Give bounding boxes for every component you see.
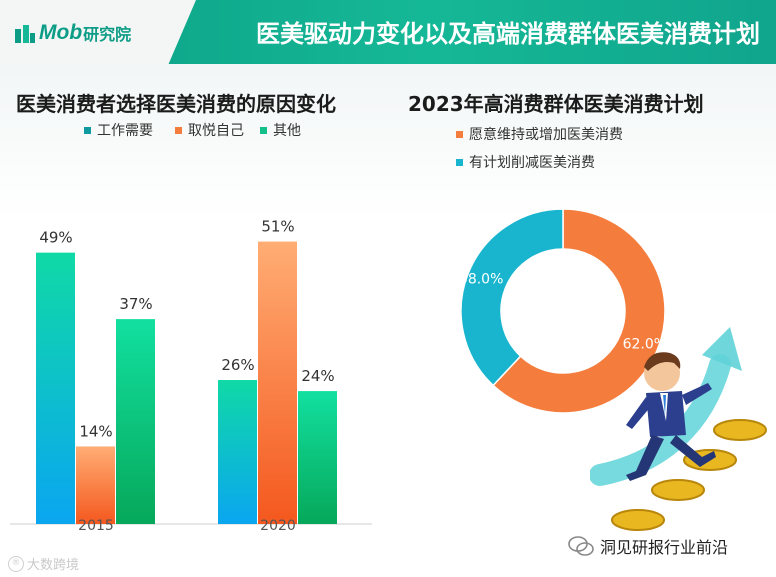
legend-label-work: 工作需要 (97, 123, 153, 139)
bar-value-label: 37% (119, 295, 152, 313)
logo-text-cn: 研究院 (83, 25, 132, 44)
bar-2015-0 (36, 252, 75, 524)
watermark-left-text: 大数跨境 (27, 558, 80, 573)
x-tick-label: 2020 (260, 518, 296, 534)
legend-swatch-self (175, 126, 182, 134)
donut-chart: 62.0% 38.0% (459, 208, 667, 414)
bar-chart-title: 医美消费者选择医美消费的原因变化 (16, 92, 336, 116)
donut-value-label: 62.0% (623, 336, 667, 352)
donut-value-label: 38.0% (459, 272, 503, 288)
watermark-logo-icon: ® (8, 555, 24, 572)
legend-label-self: 取悦自己 (188, 123, 244, 139)
bar-value-label: 49% (39, 229, 72, 247)
legend-swatch-decrease (456, 158, 463, 166)
bar-value-label: 14% (79, 422, 112, 440)
donut-slice-0 (492, 208, 666, 414)
legend-swatch-increase (456, 130, 463, 138)
legend-label-decrease: 有计划削减医美消费 (469, 155, 595, 171)
donut-legend-item-2: 有计划削减医美消费 (456, 152, 595, 172)
bar-chart-legend: 工作需要 取悦自己 其他 (84, 120, 301, 140)
bar-2015-1 (76, 446, 115, 524)
watermark-right: 洞见研报行业前沿 (568, 534, 728, 558)
page-title: 医美驱动力变化以及高端消费群体医美消费计划 (256, 20, 760, 48)
donut-slice-1 (460, 208, 564, 387)
donut-chart-title: 2023年高消费群体医美消费计划 (408, 92, 704, 116)
wechat-icon (568, 536, 594, 556)
bar-2015-2 (116, 319, 155, 524)
bar-value-label: 26% (221, 356, 254, 374)
bar-value-label: 24% (301, 367, 334, 385)
logo-text: Mob (39, 21, 83, 44)
arrow-head-icon (702, 327, 742, 371)
legend-swatch-work (84, 126, 91, 134)
mob-logo: Mob 研究院 (14, 19, 131, 47)
bar-value-label: 51% (261, 218, 294, 236)
bar-2020-0 (218, 380, 257, 524)
legend-swatch-other (260, 126, 267, 134)
donut-legend-item-1: 愿意维持或增加医美消费 (456, 124, 623, 144)
businessman-icon (626, 352, 716, 481)
watermark-left: ® 大数跨境 (8, 554, 79, 573)
bar-2020-2 (298, 391, 337, 524)
bar-2020-1 (258, 241, 297, 524)
header-banner: Mob 研究院 医美驱动力变化以及高端消费群体医美消费计划 (0, 0, 776, 64)
logo-mark-icon (15, 25, 35, 43)
bar-chart: 49% 14% 37% 2015 26% 51% 24% 2020 (10, 218, 372, 534)
logo-panel (0, 0, 196, 64)
legend-label-other: 其他 (273, 123, 301, 139)
x-tick-label: 2015 (78, 518, 114, 534)
gold-coins-icon (611, 419, 767, 531)
legend-label-increase: 愿意维持或增加医美消费 (469, 127, 623, 143)
businessman-illustration (590, 327, 767, 531)
watermark-right-text: 洞见研报行业前沿 (600, 538, 729, 557)
